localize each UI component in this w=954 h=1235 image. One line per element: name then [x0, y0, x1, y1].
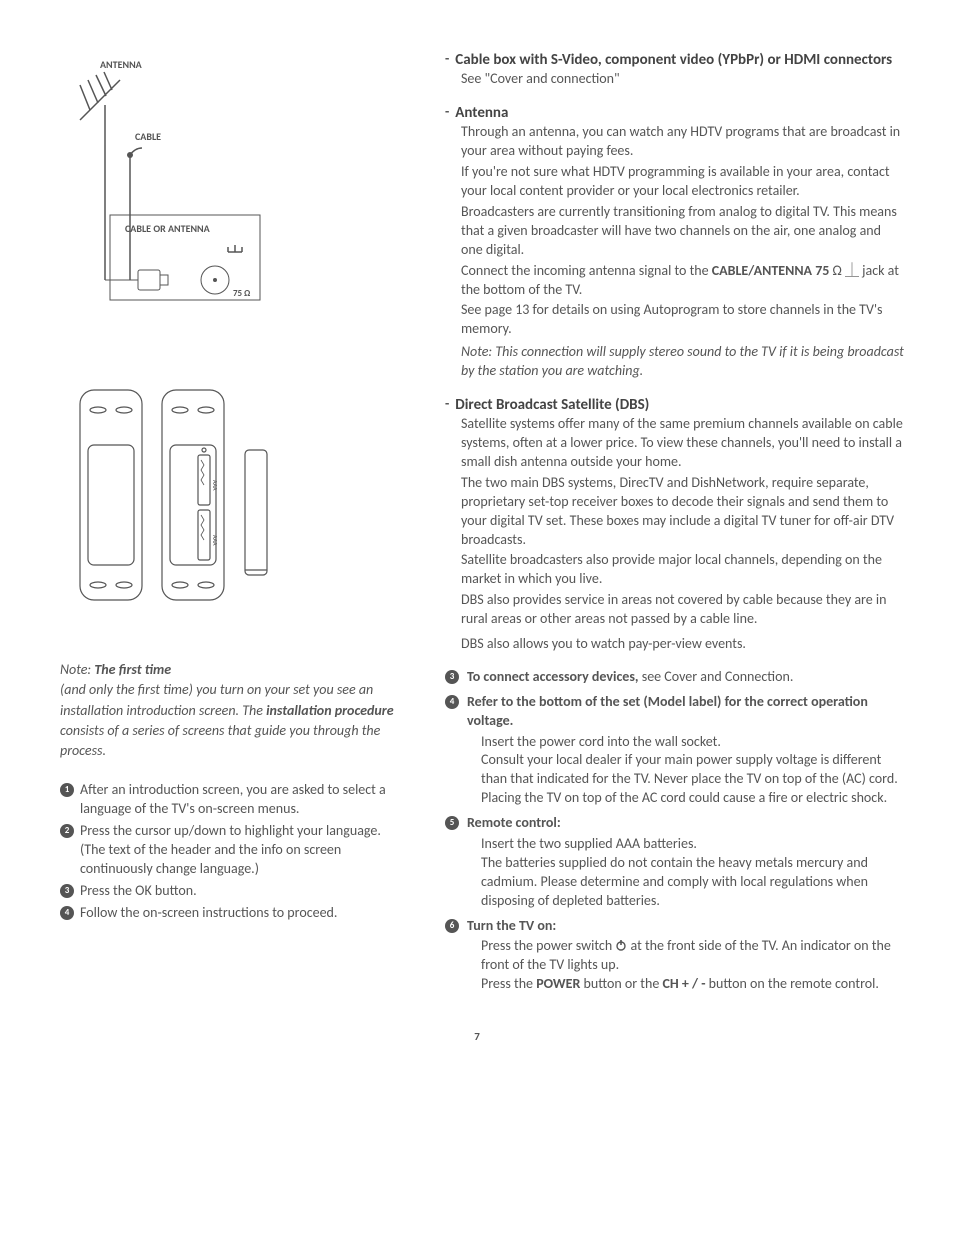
circle-num-icon: 3: [60, 884, 74, 898]
section-antenna-body: Through an antenna, you can watch any HD…: [461, 123, 904, 381]
left-column: ANTENNA CABLE CABLE: [50, 50, 415, 1000]
antenna-diagram: ANTENNA CABLE CABLE: [50, 50, 415, 350]
circle-num-icon: 4: [445, 695, 459, 709]
section-dbs: - Direct Broadcast Satellite (DBS): [445, 395, 904, 415]
svg-text:AAA: AAA: [211, 480, 219, 491]
svg-text:AAA: AAA: [211, 535, 219, 546]
section-cable-box: - Cable box with S-Video, component vide…: [445, 50, 904, 70]
page-number: 7: [50, 1030, 904, 1045]
svg-text:CABLE: CABLE: [135, 130, 161, 143]
circle-num-icon: 6: [445, 919, 459, 933]
battery-diagram: AAA AAA: [70, 380, 415, 620]
step-2: 2 Press the cursor up/down to highlight …: [60, 822, 415, 879]
svg-text:CABLE OR ANTENNA: CABLE OR ANTENNA: [125, 222, 211, 235]
item-3: 3 To connect accessory devices, see Cove…: [445, 668, 904, 687]
right-column: - Cable box with S-Video, component vide…: [445, 50, 904, 1000]
section-antenna: - Antenna: [445, 103, 904, 123]
setup-steps: 1 After an introduction screen, you are …: [60, 781, 415, 922]
circle-num-icon: 3: [445, 670, 459, 684]
section-dbs-body: Satellite systems offer many of the same…: [461, 415, 904, 654]
circle-num-icon: 4: [60, 906, 74, 920]
step-4: 4 Follow the on-screen instructions to p…: [60, 904, 415, 923]
antenna-label: ANTENNA: [100, 58, 143, 71]
item-5: 5 Remote control: Insert the two supplie…: [445, 814, 904, 910]
step-1: 1 After an introduction screen, you are …: [60, 781, 415, 819]
numbered-sections: 3 To connect accessory devices, see Cove…: [445, 668, 904, 994]
circle-num-icon: 2: [60, 824, 74, 838]
section-cable-box-body: See "Cover and connection": [461, 70, 904, 89]
item-4: 4 Refer to the bottom of the set (Model …: [445, 693, 904, 808]
power-icon: [615, 939, 627, 951]
circle-num-icon: 5: [445, 816, 459, 830]
step-3: 3 Press the OK button.: [60, 882, 415, 901]
circle-num-icon: 1: [60, 783, 74, 797]
svg-text:75 Ω: 75 Ω: [233, 288, 250, 299]
item-6: 6 Turn the TV on: Press the power switch…: [445, 917, 904, 995]
first-time-note: Note: The first time (and only the first…: [60, 660, 415, 761]
